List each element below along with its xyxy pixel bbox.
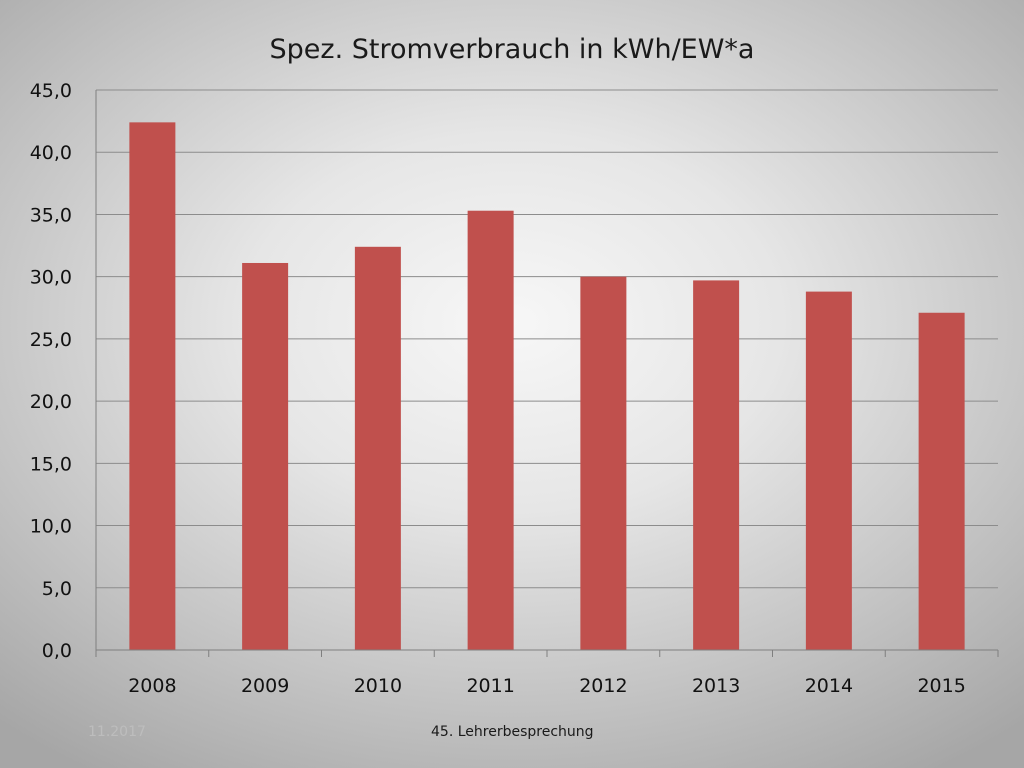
- bar-2009: [242, 262, 289, 650]
- footer-text: 45. Lehrerbesprechung: [431, 724, 594, 740]
- x-tick-label: 2010: [354, 675, 402, 697]
- y-tick-label: 30,0: [30, 267, 72, 289]
- y-tick-label: 40,0: [30, 142, 72, 164]
- y-tick-label: 45,0: [30, 80, 72, 102]
- x-tick-label: 2015: [917, 675, 965, 697]
- y-tick-label: 0,0: [42, 640, 72, 662]
- y-tick-label: 5,0: [42, 578, 72, 600]
- bar-2012: [580, 276, 627, 650]
- bar-2008: [129, 122, 176, 651]
- x-axis-tick-labels: 2008 2009 2010 2011 2012 2013 2014 2015: [128, 675, 966, 697]
- x-tick-label: 2011: [466, 675, 514, 697]
- chart-title: Spez. Stromverbrauch in kWh/EW*a: [270, 34, 755, 65]
- y-tick-label: 25,0: [30, 329, 72, 351]
- x-tick-label: 2009: [241, 675, 289, 697]
- bar-2011: [467, 210, 514, 650]
- y-tick-label: 10,0: [30, 516, 72, 538]
- bar-2015: [918, 312, 965, 650]
- axes: [95, 90, 999, 657]
- x-tick-label: 2008: [128, 675, 176, 697]
- y-tick-label: 15,0: [30, 453, 72, 475]
- x-tick-label: 2013: [692, 675, 740, 697]
- y-axis-tick-labels: 0,0 5,0 10,0 15,0 20,0 25,0 30,0 35,0 40,0 45,0: [30, 80, 72, 662]
- x-tick-label: 2014: [805, 675, 853, 697]
- x-tick-label: 2012: [579, 675, 627, 697]
- gridlines: [96, 89, 998, 589]
- bars: [129, 122, 965, 651]
- bar-2013: [693, 280, 740, 650]
- footer-date: 11.2017: [88, 724, 146, 740]
- y-tick-label: 20,0: [30, 391, 72, 413]
- bar-2014: [805, 291, 852, 650]
- bar-2010: [354, 246, 401, 651]
- y-tick-label: 35,0: [30, 204, 72, 226]
